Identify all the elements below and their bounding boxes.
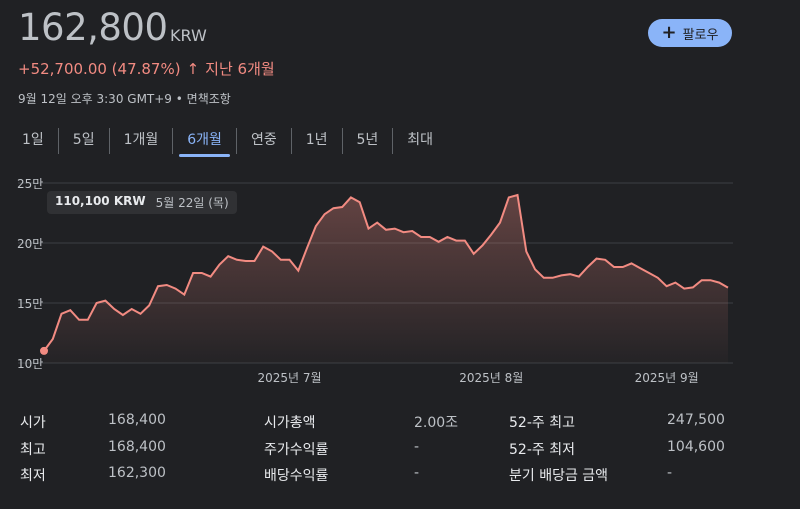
tooltip-value: 110,100 KRW xyxy=(55,194,146,208)
tab-divider xyxy=(235,128,237,154)
tab-divider xyxy=(341,128,343,154)
y-tick-label: 25만 xyxy=(17,177,43,191)
stat-label-52w-high: 52-주 최고 xyxy=(509,415,575,431)
stat-label-market-cap: 시가총액 xyxy=(264,415,316,431)
tab-1y[interactable]: 1년 xyxy=(305,132,328,148)
stat-value-pe-ratio: - xyxy=(414,439,420,455)
y-tick-label: 20만 xyxy=(17,237,43,251)
change-value: +52,700.00 (47.87%) xyxy=(18,59,181,78)
tab-6m[interactable]: 6개월 xyxy=(173,128,236,157)
tab-1m[interactable]: 1개월 xyxy=(123,132,159,148)
stat-value-dividend-yield: - xyxy=(414,465,420,481)
stat-label-low: 최저 xyxy=(20,468,46,484)
arrow-up-icon: ↑ xyxy=(186,59,200,78)
tab-ytd[interactable]: 연중 xyxy=(250,132,277,148)
tab-5y[interactable]: 5년 xyxy=(356,132,379,148)
change-period: 지난 6개월 xyxy=(205,60,275,78)
tab-divider xyxy=(172,128,174,154)
stat-value-open: 168,400 xyxy=(108,412,166,428)
tooltip-date: 5월 22일 (목) xyxy=(155,196,229,210)
tab-divider xyxy=(392,128,394,154)
follow-label: 팔로우 xyxy=(682,27,719,43)
price-area-fill xyxy=(44,195,728,363)
y-tick-label: 10만 xyxy=(17,357,43,371)
stat-label-quarterly-dividend: 분기 배당금 금액 xyxy=(509,468,609,484)
stat-label-high: 최고 xyxy=(20,442,46,458)
stat-value-high: 168,400 xyxy=(108,439,166,455)
stat-label-pe-ratio: 주가수익률 xyxy=(264,442,329,458)
range-tabs: 1일 5일 1개월 6개월 연중 1년 5년 최대 xyxy=(8,128,447,157)
currency-label: KRW xyxy=(170,26,207,45)
tab-divider xyxy=(57,128,59,154)
tab-max[interactable]: 최대 xyxy=(407,132,434,148)
price-chart[interactable]: 25만 20만 15만 10만 2025년 7월 2025년 8월 2025년 9월 xyxy=(0,172,800,397)
stat-label-dividend-yield: 배당수익률 xyxy=(264,468,329,484)
hover-point xyxy=(40,346,48,355)
follow-button[interactable]: + 팔로우 xyxy=(648,19,732,47)
plus-icon: + xyxy=(661,22,677,43)
stock-price: 162,800 xyxy=(18,6,168,49)
price-change: +52,700.00 (47.87%) ↑ 지난 6개월 xyxy=(18,58,275,79)
stat-label-52w-low: 52-주 최저 xyxy=(509,442,575,458)
tab-1d[interactable]: 1일 xyxy=(22,132,44,148)
x-tick-label: 2025년 8월 xyxy=(459,371,523,385)
x-tick-label: 2025년 7월 xyxy=(257,371,321,385)
x-tick-label: 2025년 9월 xyxy=(635,371,699,385)
stat-value-52w-low: 104,600 xyxy=(667,439,725,455)
y-tick-label: 15만 xyxy=(17,297,43,311)
tab-divider xyxy=(108,128,110,154)
stat-value-52w-high: 247,500 xyxy=(667,412,725,428)
chart-tooltip: 110,100 KRW 5월 22일 (목) xyxy=(47,191,237,214)
stat-value-market-cap: 2.00조 xyxy=(414,415,459,431)
stat-label-open: 시가 xyxy=(20,415,46,431)
price-line xyxy=(43,193,729,352)
stat-value-quarterly-dividend: - xyxy=(667,465,673,481)
tab-divider xyxy=(290,128,292,154)
timestamp-disclaimer: 9월 12일 오후 3:30 GMT+9 • 면책조항 xyxy=(18,92,231,106)
stat-value-low: 162,300 xyxy=(108,465,166,481)
tab-5d[interactable]: 5일 xyxy=(72,132,95,148)
